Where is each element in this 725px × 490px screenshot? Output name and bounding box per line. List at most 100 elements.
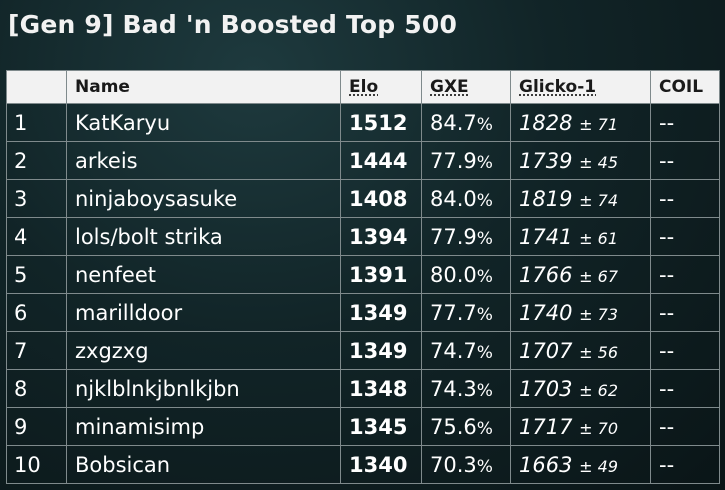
gxe-percent-sign: % [476, 190, 493, 211]
elo-sort-link[interactable]: Elo [349, 77, 379, 97]
gxe-percent-sign: % [476, 228, 493, 249]
elo-cell: 1345 [340, 407, 422, 446]
rank-cell: 5 [6, 255, 67, 294]
elo-cell: 1408 [340, 179, 422, 218]
rank-cell: 9 [6, 407, 67, 446]
glicko-deviation: ± 61 [579, 228, 618, 248]
gxe-value: 74.3 [430, 376, 477, 401]
gxe-cell: 74.3% [421, 369, 511, 408]
rank-cell: 3 [6, 179, 67, 218]
elo-cell: 1444 [340, 141, 422, 180]
player-name-link[interactable]: nenfeet [66, 255, 341, 294]
elo-cell: 1349 [340, 293, 422, 332]
gxe-cell: 77.9% [421, 217, 511, 256]
glicko-deviation: ± 74 [579, 190, 618, 210]
table-row: 3 ninjaboysasuke 1408 84.0% 1819 ± 74 -- [6, 179, 720, 218]
table-row: 10 Bobsican 1340 70.3% 1663 ± 49 -- [6, 445, 720, 484]
glicko-cell: 1703 ± 62 [510, 369, 651, 408]
gxe-cell: 70.3% [421, 445, 511, 484]
glicko-rating: 1819 [519, 186, 573, 211]
table-row: 6 marilldoor 1349 77.7% 1740 ± 73 -- [6, 293, 720, 332]
gxe-cell: 75.6% [421, 407, 511, 446]
coil-cell: -- [650, 331, 720, 370]
gxe-value: 77.9 [430, 224, 477, 249]
gxe-value: 74.7 [430, 338, 477, 363]
rank-cell: 8 [6, 369, 67, 408]
glicko-cell: 1707 ± 56 [510, 331, 651, 370]
table-row: 2 arkeis 1444 77.9% 1739 ± 45 -- [6, 141, 720, 180]
table-row: 7 zxgzxg 1349 74.7% 1707 ± 56 -- [6, 331, 720, 370]
coil-column-header: COIL [650, 70, 720, 104]
ladder-table: Name Elo GXE Glicko-1 COIL 1 KatKaryu 15… [6, 70, 720, 484]
player-name-link[interactable]: arkeis [66, 141, 341, 180]
glicko-deviation: ± 49 [579, 456, 618, 476]
glicko-rating: 1739 [519, 148, 573, 173]
player-name-link[interactable]: Bobsican [66, 445, 341, 484]
rank-cell: 6 [6, 293, 67, 332]
player-name-link[interactable]: minamisimp [66, 407, 341, 446]
gxe-value: 75.6 [430, 414, 477, 439]
coil-cell: -- [650, 179, 720, 218]
gxe-cell: 77.7% [421, 293, 511, 332]
elo-cell: 1394 [340, 217, 422, 256]
glicko-deviation: ± 62 [579, 380, 618, 400]
glicko-deviation: ± 70 [579, 418, 618, 438]
player-name-link[interactable]: KatKaryu [66, 103, 341, 142]
elo-cell: 1340 [340, 445, 422, 484]
player-name-link[interactable]: marilldoor [66, 293, 341, 332]
rank-cell: 4 [6, 217, 67, 256]
gxe-cell: 74.7% [421, 331, 511, 370]
gxe-cell: 77.9% [421, 141, 511, 180]
rank-cell: 1 [6, 103, 67, 142]
glicko-deviation: ± 56 [579, 342, 618, 362]
gxe-value: 84.7 [430, 110, 477, 135]
gxe-column-header[interactable]: GXE [421, 70, 511, 104]
glicko-sort-link[interactable]: Glicko-1 [519, 77, 597, 97]
gxe-percent-sign: % [476, 114, 493, 135]
table-row: 1 KatKaryu 1512 84.7% 1828 ± 71 -- [6, 103, 720, 142]
gxe-percent-sign: % [476, 304, 493, 325]
glicko-rating: 1703 [519, 376, 573, 401]
ladder-rows: 1 KatKaryu 1512 84.7% 1828 ± 71 -- 2 ark… [6, 103, 720, 484]
glicko-rating: 1707 [519, 338, 573, 363]
glicko-cell: 1717 ± 70 [510, 407, 651, 446]
player-name-link[interactable]: ninjaboysasuke [66, 179, 341, 218]
elo-cell: 1512 [340, 103, 422, 142]
gxe-value: 77.7 [430, 300, 477, 325]
glicko-column-header[interactable]: Glicko-1 [510, 70, 651, 104]
elo-cell: 1391 [340, 255, 422, 294]
coil-cell: -- [650, 445, 720, 484]
gxe-percent-sign: % [476, 456, 493, 477]
glicko-deviation: ± 67 [579, 266, 618, 286]
gxe-value: 80.0 [430, 262, 477, 287]
player-name-link[interactable]: njklblnkjbnlkjbn [66, 369, 341, 408]
elo-column-header[interactable]: Elo [340, 70, 422, 104]
rank-cell: 10 [6, 445, 67, 484]
gxe-cell: 80.0% [421, 255, 511, 294]
table-row: 5 nenfeet 1391 80.0% 1766 ± 67 -- [6, 255, 720, 294]
gxe-cell: 84.0% [421, 179, 511, 218]
glicko-rating: 1741 [519, 224, 573, 249]
rank-cell: 7 [6, 331, 67, 370]
glicko-cell: 1819 ± 74 [510, 179, 651, 218]
table-header-row: Name Elo GXE Glicko-1 COIL [6, 70, 720, 104]
gxe-percent-sign: % [476, 152, 493, 173]
glicko-rating: 1717 [519, 414, 573, 439]
table-row: 9 minamisimp 1345 75.6% 1717 ± 70 -- [6, 407, 720, 446]
gxe-value: 77.9 [430, 148, 477, 173]
glicko-rating: 1766 [519, 262, 573, 287]
glicko-cell: 1739 ± 45 [510, 141, 651, 180]
gxe-percent-sign: % [476, 266, 493, 287]
gxe-cell: 84.7% [421, 103, 511, 142]
coil-cell: -- [650, 407, 720, 446]
coil-cell: -- [650, 369, 720, 408]
glicko-cell: 1663 ± 49 [510, 445, 651, 484]
elo-cell: 1348 [340, 369, 422, 408]
rank-column-header [6, 70, 67, 104]
gxe-sort-link[interactable]: GXE [430, 77, 469, 97]
player-name-link[interactable]: lols/bolt strika [66, 217, 341, 256]
player-name-link[interactable]: zxgzxg [66, 331, 341, 370]
elo-cell: 1349 [340, 331, 422, 370]
gxe-percent-sign: % [476, 342, 493, 363]
coil-cell: -- [650, 103, 720, 142]
